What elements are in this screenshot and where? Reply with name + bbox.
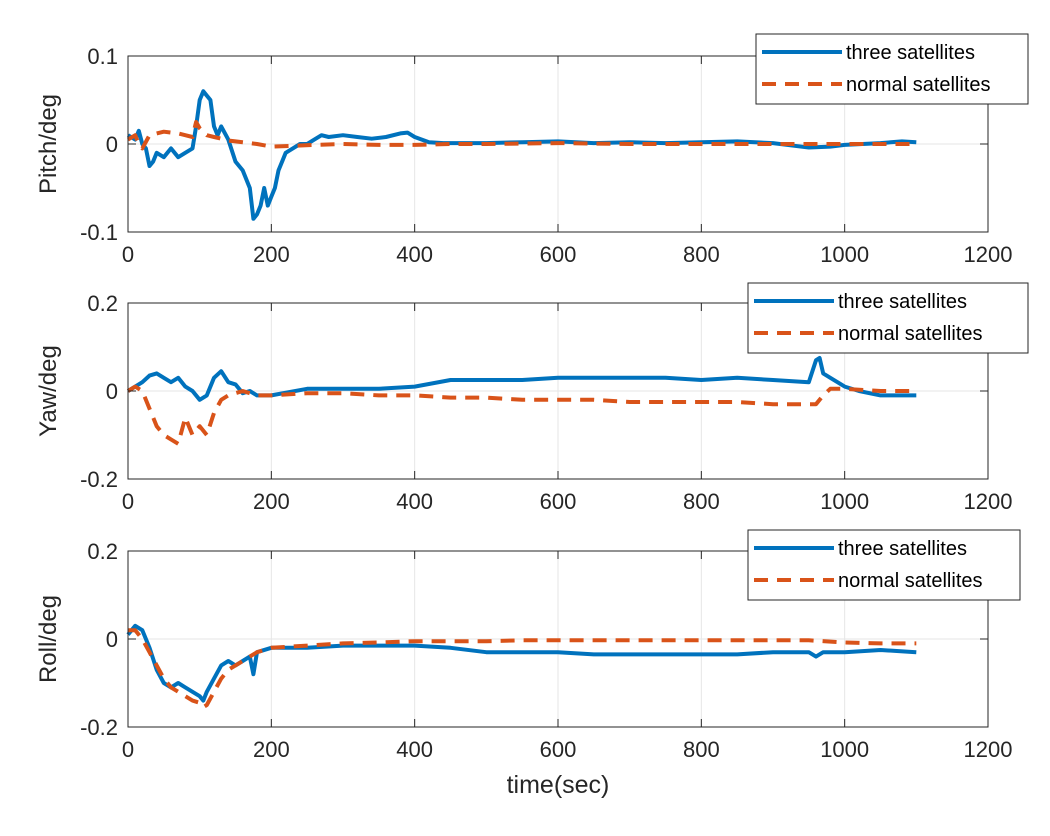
legend-box (755, 33, 1029, 105)
x-tick-label: 600 (540, 737, 577, 762)
series-line-normal-satellites (128, 628, 917, 710)
x-tick-label: 1200 (964, 737, 1013, 762)
series-line-three-satellites (126, 623, 917, 703)
legend-box (747, 529, 1021, 601)
x-tick-label: 1200 (964, 489, 1013, 514)
y-tick-label: 0.2 (87, 539, 118, 564)
x-tick-label: 400 (396, 489, 433, 514)
y-axis-label: Yaw/deg (35, 345, 62, 437)
x-tick-label: 600 (540, 489, 577, 514)
x-tick-label: 400 (396, 242, 433, 267)
y-axis-label: Pitch/deg (35, 94, 62, 194)
x-tick-label: 200 (253, 242, 290, 267)
y-tick-label: -0.1 (80, 220, 118, 245)
x-tick-label: 0 (122, 242, 134, 267)
legend-label: normal satellites (846, 74, 991, 96)
x-tick-label: 0 (122, 737, 134, 762)
legend: three satellites normal satellites (747, 529, 1021, 601)
legend-label: three satellites (838, 538, 967, 560)
x-tick-label: 800 (683, 737, 720, 762)
x-tick-label: 200 (253, 737, 290, 762)
x-tick-label: 1000 (820, 489, 869, 514)
x-tick-label: 200 (253, 489, 290, 514)
x-tick-label: 800 (683, 489, 720, 514)
panel-yaw-deg: 0 200 400 600 800 1000 1200-0.200.2Yaw/degthre… (35, 282, 1029, 514)
x-tick-label: 1000 (820, 242, 869, 267)
x-tick-label: 800 (683, 242, 720, 267)
series-line-normal-satellites (126, 384, 917, 446)
legend-box (747, 282, 1029, 354)
legend: three satellites normal satellites (755, 33, 1029, 105)
series-line-normal-satellites (126, 120, 917, 151)
x-tick-label: 1200 (964, 242, 1013, 267)
legend: three satellites normal satellites (747, 282, 1029, 354)
panel-pitch-deg: 0 200 400 600 800 1000 1200-0.100.1Pitch/degth… (35, 33, 1029, 267)
y-tick-label: 0.2 (87, 291, 118, 316)
y-tick-label: -0.2 (80, 467, 118, 492)
y-tick-label: 0 (106, 132, 118, 157)
series-line-three-satellites (126, 356, 917, 402)
x-tick-label: 600 (540, 242, 577, 267)
y-tick-label: -0.2 (80, 715, 118, 740)
legend-label: normal satellites (838, 323, 983, 345)
y-tick-label: 0 (106, 379, 118, 404)
x-tick-label: 1000 (820, 737, 869, 762)
x-axis-label: time(sec) (507, 771, 610, 799)
legend-label: normal satellites (838, 570, 983, 592)
panel-roll-deg: 0 200 400 600 800 1000 1200-0.200.2Roll/degtim… (35, 529, 1021, 799)
x-tick-label: 0 (122, 489, 134, 514)
x-tick-label: 400 (396, 737, 433, 762)
legend-label: three satellites (846, 42, 975, 64)
y-tick-label: 0 (106, 627, 118, 652)
legend-label: three satellites (838, 291, 967, 313)
y-tick-label: 0.1 (87, 44, 118, 69)
y-axis-label: Roll/deg (35, 595, 62, 683)
